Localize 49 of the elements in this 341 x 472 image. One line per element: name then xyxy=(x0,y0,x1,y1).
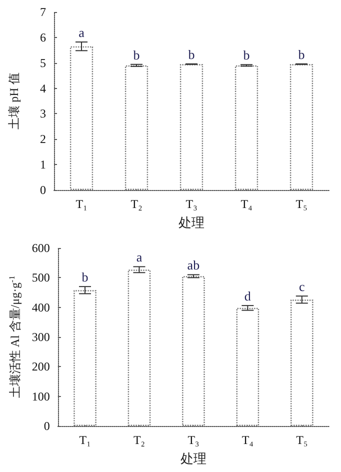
x-tick-label: T₅ xyxy=(296,197,308,211)
y-tick-label: 0 xyxy=(44,419,50,433)
y-tick-label: 3 xyxy=(40,106,46,121)
annotation: d xyxy=(244,288,252,304)
y-tick-label: 200 xyxy=(32,360,50,374)
bar xyxy=(124,65,148,190)
bar xyxy=(182,276,205,426)
y-tick-label: 2 xyxy=(40,132,46,146)
y-tick-label: 0 xyxy=(40,183,46,197)
y-tick-label: 1 xyxy=(40,158,46,172)
y-tick-label: 6 xyxy=(40,30,46,44)
x-tick-label: T₃ xyxy=(186,197,198,211)
bar xyxy=(180,64,204,190)
annotation: a xyxy=(136,250,142,265)
bar xyxy=(128,270,151,426)
y-tick-label: 400 xyxy=(32,300,50,314)
annotation: b xyxy=(243,48,250,63)
x-tick-label: T₅ xyxy=(296,433,308,447)
bar xyxy=(290,64,314,190)
x-tick-label: T₃ xyxy=(188,433,200,447)
x-tick-label: T₄ xyxy=(240,197,252,211)
y-tick-label: 100 xyxy=(32,389,50,404)
y-tick-label: 4 xyxy=(40,81,46,96)
annotation: b xyxy=(298,46,305,62)
x-tick-label: T₄ xyxy=(242,433,254,447)
annotation: a xyxy=(78,25,85,40)
y-tick-label: 7 xyxy=(40,5,46,19)
x-tick-label: T₂ xyxy=(133,433,145,447)
annotation: b xyxy=(133,47,140,62)
x-tick-label: T₁ xyxy=(79,433,91,447)
annotation: b xyxy=(188,46,195,62)
y-tick-label: 300 xyxy=(32,330,50,344)
y-tick-label: 5 xyxy=(40,56,46,70)
bar xyxy=(70,46,94,190)
annotation: b xyxy=(82,270,88,285)
bar xyxy=(236,308,260,426)
bar xyxy=(74,290,96,426)
x-tick-label: T₂ xyxy=(130,197,142,211)
x-tick-label: T₁ xyxy=(76,197,88,211)
annotation: c xyxy=(299,279,305,294)
y-tick-label: 500 xyxy=(32,270,50,285)
y-axis-title: 土壤活性 Al 含量/μg·g-1 xyxy=(8,276,22,398)
y-tick-label: 600 xyxy=(32,241,50,255)
bar xyxy=(234,65,258,190)
bar xyxy=(290,300,314,426)
x-axis-title: 处理 xyxy=(180,451,206,466)
annotation: ab xyxy=(187,258,200,273)
y-axis-title: 土壤 pH 值 xyxy=(7,72,21,130)
x-axis-title: 处理 xyxy=(178,215,204,230)
